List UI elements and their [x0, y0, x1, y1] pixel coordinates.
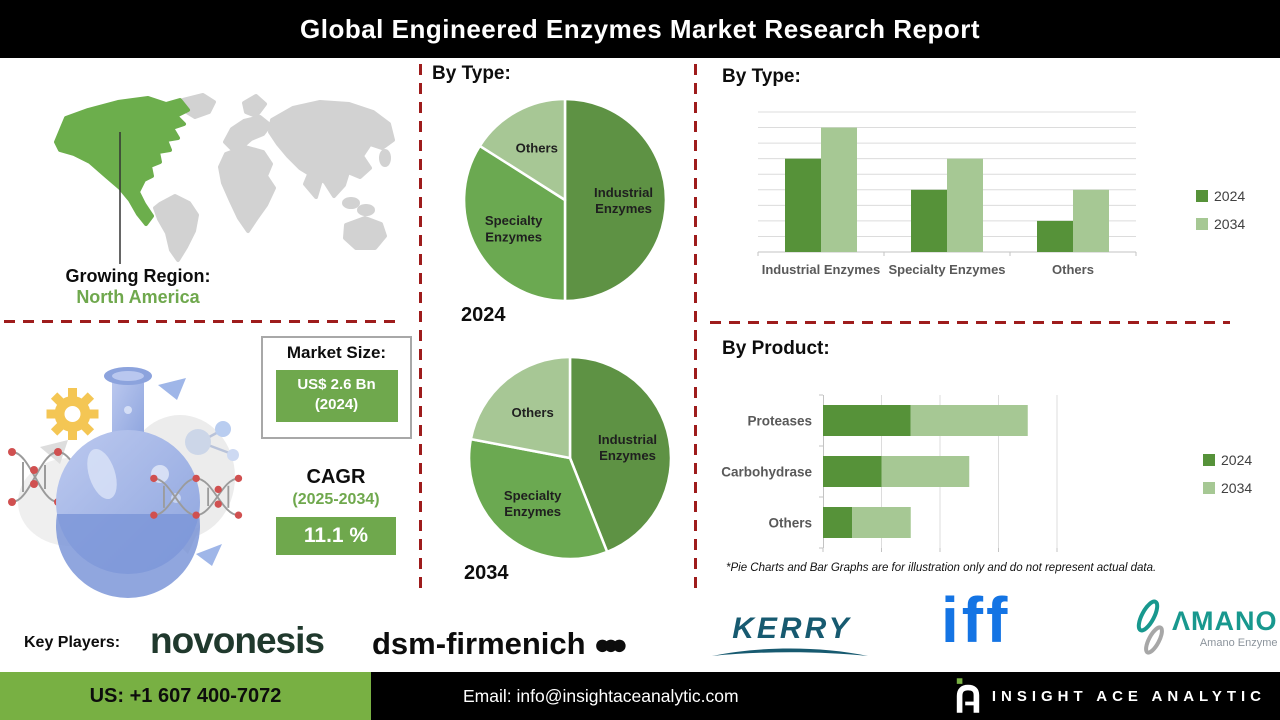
- map-scandinavia: [242, 94, 267, 118]
- legend-item-2034: 2034: [1203, 480, 1252, 496]
- svg-text:Others: Others: [1052, 262, 1094, 277]
- legend-label: 2034: [1214, 216, 1246, 232]
- market-size-value: US$ 2.6 Bn (2024): [275, 370, 398, 422]
- lab-flask-illustration: [8, 367, 243, 598]
- pie-2024-year: 2024: [461, 304, 506, 326]
- legend-item-2024: 2024: [1203, 452, 1252, 468]
- by-product-legend: 2024 2034: [1203, 452, 1252, 508]
- divider-vertical-right: [694, 62, 697, 588]
- brand-block: INSIGHT ACE ANALYTIC: [954, 672, 1266, 720]
- divider-vertical-left: [419, 62, 422, 588]
- cagr-value: 11.1 %: [276, 517, 396, 555]
- report-title: Global Engineered Enzymes Market Researc…: [300, 13, 980, 44]
- blue-shard: [196, 544, 222, 566]
- flask: [56, 367, 200, 598]
- map-europe: [223, 115, 272, 152]
- molecule-cluster: [185, 421, 239, 461]
- pie-chart-2034: Industrial Enzymes Specialty Enzymes Others: [467, 355, 673, 561]
- map-india: [303, 170, 323, 199]
- kerry-swoosh-icon: [712, 648, 868, 656]
- footer-bar: Email: info@insightaceanalytic.com INSIG…: [371, 672, 1280, 720]
- product-section-heading: By Product:: [722, 338, 830, 359]
- map-south-america: [153, 194, 199, 262]
- dsm-firmenich-wordmark: dsm-firmenich: [372, 626, 586, 661]
- key-players-label: Key Players:: [24, 634, 121, 651]
- map-australia: [343, 216, 387, 250]
- legend-swatch-icon: [1203, 454, 1215, 466]
- pie-2034-year: 2034: [464, 562, 509, 584]
- svg-text:Others: Others: [516, 141, 558, 156]
- footer-phone: US: +1 607 400-7072: [89, 684, 282, 707]
- dsm-firmenich-logo: dsm-firmenich ●●●: [372, 626, 628, 662]
- title-bar: Global Engineered Enzymes Market Researc…: [0, 0, 1280, 58]
- legend-swatch-icon: [1196, 190, 1208, 202]
- amano-leaf-icon: [1136, 599, 1164, 655]
- cagr-period: (2025-2034): [292, 491, 380, 508]
- market-size-label: Market Size:: [286, 343, 387, 362]
- map-island: [342, 197, 360, 209]
- legend-swatch-icon: [1203, 482, 1215, 494]
- legend-label: 2024: [1221, 452, 1253, 468]
- svg-text:Others: Others: [512, 405, 554, 420]
- amano-subtext: Amano Enzyme: [1199, 637, 1278, 649]
- insight-ace-a-icon: [956, 678, 980, 713]
- by-product-bar-chart: Proteases Carbohydrase Others: [721, 394, 1058, 552]
- pie-chart-2024: Industrial Enzymes Specialty Enzymes Others: [462, 97, 668, 303]
- footer-phone-section: US: +1 607 400-7072: [0, 672, 371, 720]
- cagr-label: CAGR: [306, 466, 366, 488]
- blue-shard: [158, 378, 186, 400]
- iff-logo: iff: [941, 584, 1011, 656]
- brand-name: INSIGHT ACE ANALYTIC: [991, 687, 1266, 705]
- divider-horizontal-left: [4, 320, 398, 323]
- legend-item-2024: 2024: [1196, 188, 1245, 204]
- dsm-dots-icon: ●●●: [593, 629, 628, 661]
- growing-region-block: Growing Region: North America: [26, 266, 250, 308]
- divider-horizontal-right: [710, 321, 1230, 324]
- gear-icon: [46, 388, 99, 440]
- svg-text:Others: Others: [768, 516, 812, 531]
- market-size-year: (2024): [314, 396, 359, 414]
- footer-email: Email: info@insightaceanalytic.com: [463, 685, 739, 706]
- growing-region-label: Growing Region:: [65, 266, 211, 286]
- world-map: [54, 93, 395, 264]
- svg-text:Proteases: Proteases: [747, 414, 812, 429]
- cagr-block: CAGR (2025-2034) 11.1 %: [262, 466, 410, 555]
- kerry-logo: KERRY: [710, 612, 874, 658]
- kerry-wordmark: KERRY: [732, 612, 852, 645]
- svg-text:Industrial Enzymes: Industrial Enzymes: [762, 262, 880, 277]
- market-size-box: Market Size: US$ 2.6 Bn (2024): [261, 336, 412, 439]
- novonesis-logo: novonesis: [150, 620, 325, 661]
- growing-region-value: North America: [76, 287, 200, 307]
- legend-swatch-icon: [1196, 218, 1208, 230]
- map-asia: [268, 100, 395, 198]
- legend-label: 2034: [1221, 480, 1253, 496]
- disclaimer-note: *Pie Charts and Bar Graphs are for illus…: [726, 562, 1157, 574]
- dna-helix-right: [150, 474, 243, 519]
- legend-item-2034: 2034: [1196, 216, 1245, 232]
- map-africa: [218, 145, 276, 233]
- map-japan: [379, 149, 391, 167]
- svg-text:Carbohydrase: Carbohydrase: [721, 465, 812, 480]
- pie-section-heading: By Type:: [432, 63, 511, 84]
- map-island: [357, 204, 375, 216]
- market-size-amount: US$ 2.6 Bn: [297, 376, 376, 393]
- amano-wordmark: ΛMANO: [1172, 606, 1278, 636]
- bar-section-heading: By Type:: [722, 66, 801, 87]
- legend-label: 2024: [1214, 188, 1246, 204]
- svg-text:Specialty Enzymes: Specialty Enzymes: [888, 262, 1005, 277]
- by-type-bar-chart: Industrial Enzymes Specialty Enzymes Other…: [757, 111, 1137, 277]
- by-type-legend: 2024 2034: [1196, 188, 1245, 244]
- amano-logo: ΛMANO Amano Enzyme: [1132, 598, 1278, 658]
